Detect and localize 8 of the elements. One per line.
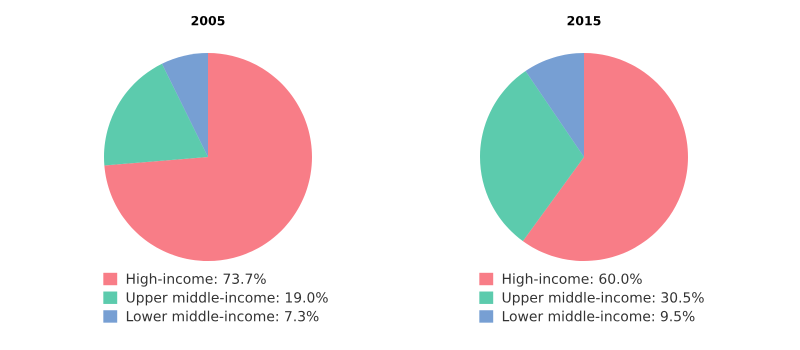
legend-label: Lower middle-income: 9.5% bbox=[502, 310, 694, 322]
legend-label: High-income: 60.0% bbox=[502, 273, 642, 287]
legend-label: Lower middle-income: 7.3% bbox=[126, 310, 318, 322]
chart-title: 2015 bbox=[568, 16, 601, 26]
legend-label: Upper middle-income: 19.0% bbox=[126, 292, 328, 306]
chart-title: 2005 bbox=[192, 16, 225, 26]
legend-label: Upper middle-income: 30.5% bbox=[502, 292, 704, 306]
legend-label: High-income: 73.7% bbox=[126, 273, 266, 287]
